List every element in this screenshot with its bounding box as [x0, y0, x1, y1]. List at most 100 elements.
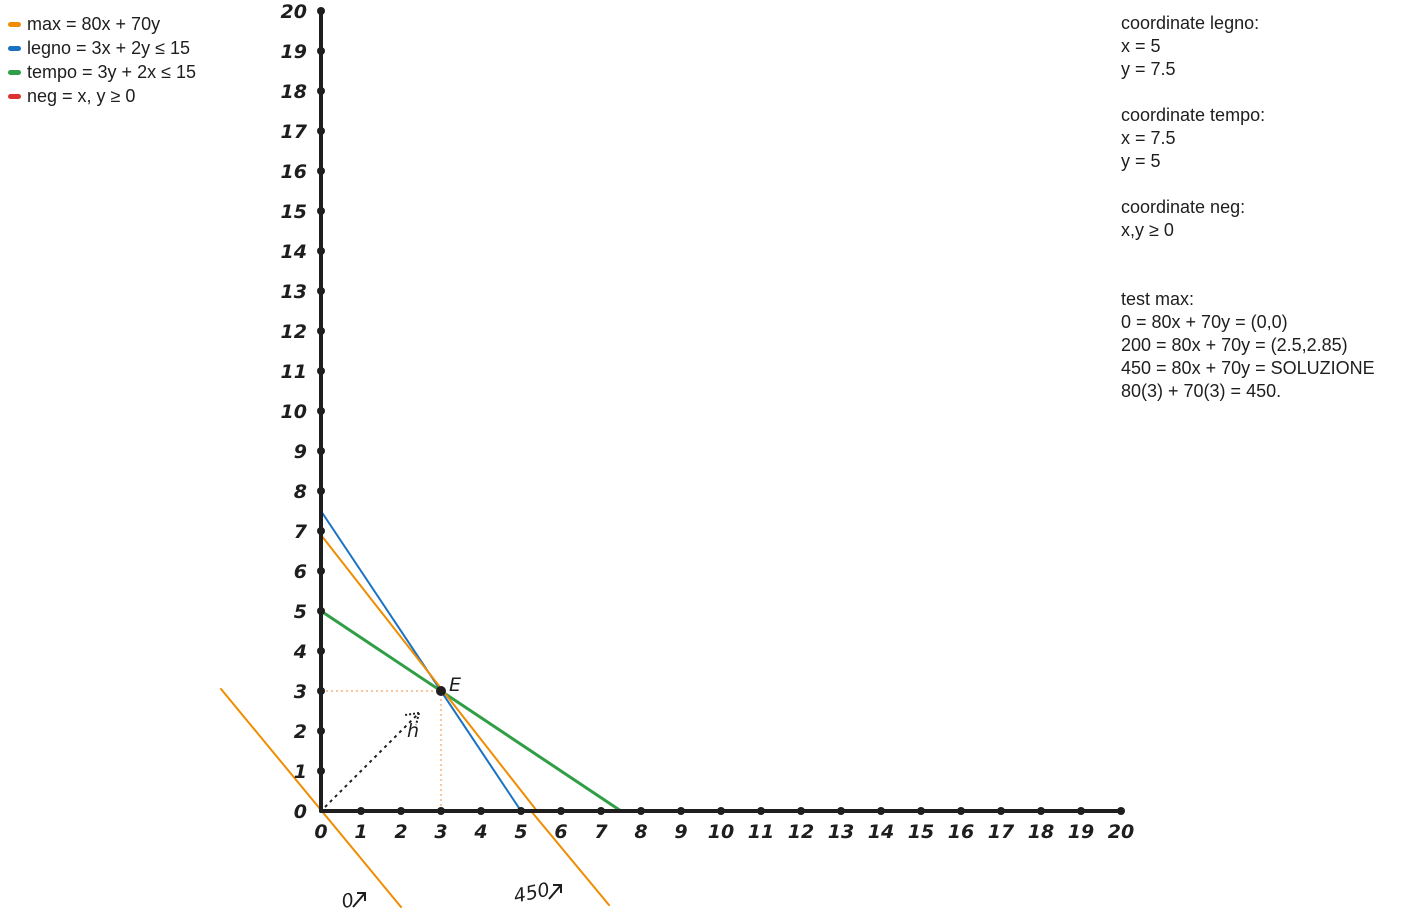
- y-tick-label: 8: [294, 481, 307, 503]
- x-tick-dot: [1037, 807, 1045, 815]
- series-line-max: [320, 534, 538, 812]
- notes-legno: coordinate legno: x = 5 y = 7.5: [1121, 12, 1375, 81]
- x-tick-label: 10: [708, 821, 734, 843]
- y-tick-dot: [317, 607, 325, 615]
- legend: max = 80x + 70y legno = 3x + 2y ≤ 15 tempo…: [8, 12, 196, 108]
- y-tick-dot: [317, 167, 325, 175]
- y-tick-label: 2: [294, 721, 307, 743]
- y-tick-dot: [317, 327, 325, 335]
- y-tick-dot: [317, 47, 325, 55]
- point-label: E: [449, 674, 461, 696]
- point-label: h: [407, 720, 419, 742]
- x-tick-label: 16: [948, 821, 974, 843]
- y-tick-label: 6: [294, 561, 307, 583]
- x-tick-label: 15: [908, 821, 934, 843]
- x-tick-dot: [597, 807, 605, 815]
- y-tick-dot: [317, 247, 325, 255]
- note-line: coordinate neg:: [1121, 197, 1246, 217]
- note-line: coordinate legno:: [1121, 13, 1260, 33]
- x-tick-dot: [357, 807, 365, 815]
- y-tick-dot: [317, 87, 325, 95]
- x-tick-dot: [637, 807, 645, 815]
- x-tick-dot: [837, 807, 845, 815]
- x-tick-label: 11: [748, 821, 774, 843]
- notes-neg: coordinate neg: x,y ≥ 0: [1121, 196, 1375, 242]
- note-line: 80(3) + 70(3) = 450.: [1121, 381, 1282, 401]
- x-tick-label: 14: [868, 821, 894, 843]
- x-tick-dot: [677, 807, 685, 815]
- x-tick-dot: [717, 807, 725, 815]
- y-tick-dot: [317, 127, 325, 135]
- x-tick-label: 0: [314, 821, 327, 843]
- y-tick-label: 19: [281, 41, 307, 63]
- y-tick-label: 4: [293, 641, 307, 663]
- legend-label: neg = x, y ≥ 0: [27, 86, 136, 106]
- legend-item: neg = x, y ≥ 0: [8, 84, 196, 108]
- y-tick-dot: [317, 367, 325, 375]
- note-line: y = 5: [1121, 151, 1161, 171]
- y-tick-dot: [317, 727, 325, 735]
- note-line: coordinate tempo:: [1121, 105, 1266, 125]
- x-tick-dot: [757, 807, 765, 815]
- x-tick-dot: [997, 807, 1005, 815]
- y-tick-label: 13: [281, 281, 307, 303]
- x-tick-label: 9: [674, 821, 687, 843]
- legend-swatch: [8, 69, 21, 75]
- y-tick-dot: [317, 487, 325, 495]
- y-tick-dot: [317, 407, 325, 415]
- note-line: test max:: [1121, 289, 1195, 309]
- note-line: y = 7.5: [1121, 59, 1176, 79]
- x-tick-dot: [397, 807, 405, 815]
- x-tick-dot: [557, 807, 565, 815]
- x-tick-label: 13: [828, 821, 854, 843]
- y-tick-label: 7: [294, 521, 308, 543]
- y-tick-label: 10: [281, 401, 307, 423]
- y-tick-label: 20: [281, 1, 307, 23]
- x-tick-label: 20: [1108, 821, 1134, 843]
- legend-label: tempo = 3y + 2x ≤ 15: [27, 62, 196, 82]
- x-tick-label: 18: [1028, 821, 1054, 843]
- line-annotation: 450: [512, 879, 552, 908]
- y-tick-dot: [317, 7, 325, 15]
- x-tick-label: 6: [554, 821, 567, 843]
- x-tick-label: 4: [473, 821, 487, 843]
- legend-item: max = 80x + 70y: [8, 12, 196, 36]
- direction-arrow: [324, 712, 420, 808]
- x-tick-dot: [437, 807, 445, 815]
- y-tick-label: 12: [281, 321, 307, 343]
- note-line: x,y ≥ 0: [1121, 220, 1174, 240]
- y-tick-label: 9: [294, 441, 307, 463]
- legend-swatch: [8, 45, 21, 51]
- y-tick-dot: [317, 767, 325, 775]
- x-tick-label: 12: [788, 821, 814, 843]
- legend-label: max = 80x + 70y: [27, 14, 161, 34]
- x-tick-label: 19: [1068, 821, 1094, 843]
- x-tick-dot: [917, 807, 925, 815]
- legend-label: legno = 3x + 2y ≤ 15: [27, 38, 190, 58]
- x-tick-dot: [877, 807, 885, 815]
- y-tick-label: 16: [281, 161, 307, 183]
- y-tick-label: 1: [294, 761, 307, 783]
- x-tick-label: 5: [514, 821, 527, 843]
- y-tick-dot: [317, 207, 325, 215]
- y-tick-dot: [317, 287, 325, 295]
- legend-item: tempo = 3y + 2x ≤ 15: [8, 60, 196, 84]
- y-tick-dot: [317, 687, 325, 695]
- annotation-arrow: [548, 884, 562, 900]
- y-tick-label: 0: [294, 801, 307, 823]
- x-tick-label: 1: [354, 821, 367, 843]
- x-tick-label: 7: [594, 821, 608, 843]
- note-line: x = 5: [1121, 36, 1161, 56]
- x-tick-dot: [517, 807, 525, 815]
- legend-swatch: [8, 21, 21, 27]
- note-line: 450 = 80x + 70y = SOLUZIONE: [1121, 358, 1375, 378]
- series-line-max: [220, 688, 402, 908]
- y-tick-dot: [317, 567, 325, 575]
- notes-panel: coordinate legno: x = 5 y = 7.5 coordina…: [1121, 12, 1375, 426]
- x-tick-dot: [1117, 807, 1125, 815]
- x-tick-dot: [477, 807, 485, 815]
- legend-swatch: [8, 93, 21, 99]
- series-line-legno: [320, 510, 522, 812]
- x-tick-label: 3: [434, 821, 447, 843]
